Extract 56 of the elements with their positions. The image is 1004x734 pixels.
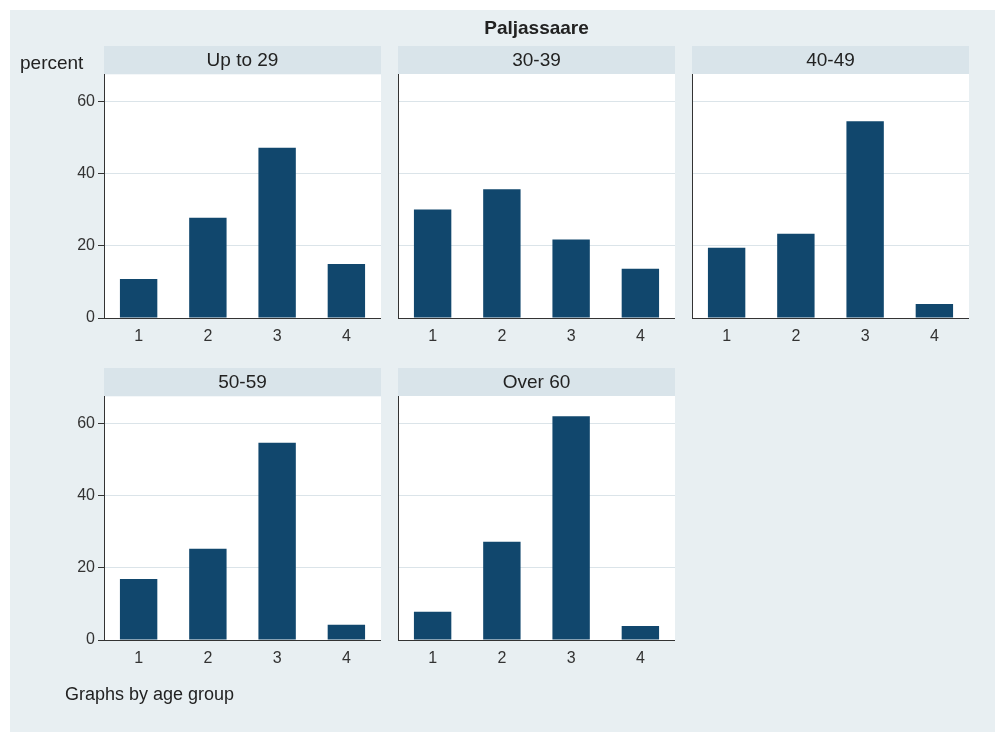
x-tick-label: 2 (791, 327, 801, 345)
chart-title: Over 60 (398, 368, 675, 396)
bar (413, 611, 452, 640)
x-tick-label: 1 (722, 327, 732, 345)
chart-title: 40-49 (692, 46, 969, 74)
text: Graphs by age group (65, 684, 235, 705)
x-tick-label: 2 (203, 327, 213, 345)
bar (483, 541, 521, 640)
x-tick-label: 3 (566, 649, 576, 667)
x-tick-label: 1 (134, 327, 144, 345)
x-tick-label: 2 (497, 327, 507, 345)
x-tick-label: 4 (635, 327, 645, 345)
bar (707, 247, 746, 318)
x-tick-label: 3 (272, 649, 282, 667)
y-tick-label: 40 (77, 164, 96, 182)
x-tick-label: 4 (341, 327, 351, 345)
chart-title: 30-39 (398, 46, 675, 74)
x-tick-label: 4 (635, 649, 645, 667)
x-tick-label: 2 (497, 649, 507, 667)
x-tick-label: 3 (272, 327, 282, 345)
x-tick-label: 1 (428, 649, 438, 667)
x-tick-label: 1 (134, 649, 144, 667)
text: Paljassaare (483, 17, 590, 39)
bar (189, 217, 227, 318)
bar (258, 442, 296, 640)
bar (552, 416, 590, 640)
x-tick-label: 3 (566, 327, 576, 345)
y-tick-label: 0 (86, 308, 96, 326)
x-tick-label: 4 (341, 649, 351, 667)
bar (258, 147, 296, 318)
chart-title: Up to 29 (104, 46, 381, 74)
y-tick-label: 60 (77, 92, 96, 110)
y-tick-label: 0 (86, 630, 96, 648)
bar (915, 303, 954, 318)
bar (119, 279, 158, 318)
bar (552, 239, 590, 318)
y-tick-label: 20 (77, 236, 96, 254)
bar (327, 624, 366, 640)
bar (327, 263, 366, 318)
x-tick-label: 2 (203, 649, 213, 667)
y-tick-label: 60 (77, 414, 96, 432)
x-tick-label: 4 (929, 327, 939, 345)
x-tick-label: 3 (860, 327, 870, 345)
bar (621, 625, 660, 640)
bar (189, 548, 227, 640)
bar (621, 268, 660, 318)
y-tick-label: 20 (77, 558, 96, 576)
bar (777, 233, 815, 318)
bar (413, 209, 452, 318)
bar (483, 189, 521, 318)
y-tick-label: 40 (77, 486, 96, 504)
chart-title: 50-59 (104, 368, 381, 396)
bar (846, 121, 884, 318)
x-tick-label: 1 (428, 327, 438, 345)
y-axis-title: percent (20, 52, 84, 74)
bar (119, 579, 158, 640)
